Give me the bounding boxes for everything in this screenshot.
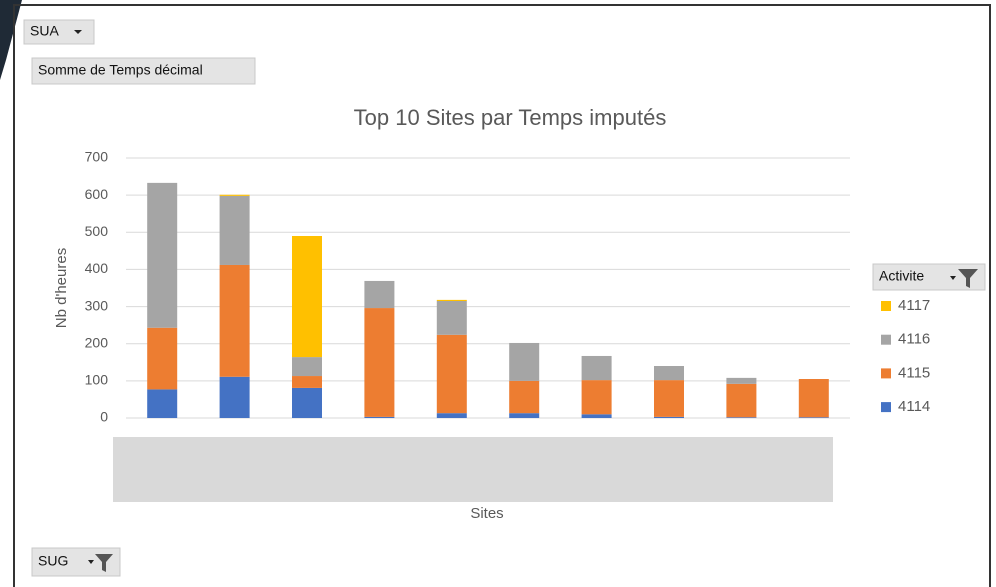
x-axis-label: Sites xyxy=(470,505,503,522)
panel xyxy=(13,4,991,587)
bar-segment xyxy=(147,182,178,328)
dropdown-arrow xyxy=(74,30,82,34)
y-tick-label: 300 xyxy=(85,297,109,313)
dropdown-arrow xyxy=(88,560,94,564)
filter-button[interactable]: SUG xyxy=(31,547,121,577)
bar-segment xyxy=(654,380,684,417)
dropdown-arrow xyxy=(950,276,956,280)
button-label: SUG xyxy=(38,553,68,569)
legend-title: Activite xyxy=(879,268,924,284)
legend-label: 4115 xyxy=(898,364,930,381)
button-label: SUA xyxy=(30,23,59,39)
bar-segment xyxy=(654,366,684,381)
bar-segment xyxy=(219,376,250,418)
y-tick-label: 600 xyxy=(85,186,109,202)
legend-swatch xyxy=(881,334,891,345)
bar-segment xyxy=(364,308,395,417)
legend-swatch xyxy=(881,368,891,379)
bar-segment xyxy=(147,327,178,390)
bar-segment xyxy=(726,383,757,418)
bar-segment xyxy=(219,195,250,265)
y-tick-label: 0 xyxy=(100,409,108,425)
bar-segment xyxy=(292,387,322,418)
bar-segment xyxy=(581,380,612,415)
bar-segment xyxy=(219,264,250,377)
y-axis-label: Nb d'heures xyxy=(53,248,70,328)
legend-label: 4117 xyxy=(898,297,930,314)
corner-wedge xyxy=(0,0,22,80)
bar-segment xyxy=(219,194,250,196)
value-field-button[interactable]: Somme de Temps décimal xyxy=(31,57,256,85)
legend-label: 4116 xyxy=(898,331,930,348)
button-label: Somme de Temps décimal xyxy=(38,62,203,78)
redaction xyxy=(113,437,833,502)
filter-icon xyxy=(958,269,978,288)
bar-segment xyxy=(581,414,612,418)
bar-segment xyxy=(292,236,322,358)
y-tick-label: 200 xyxy=(85,334,109,350)
legend-label: 4114 xyxy=(898,398,930,415)
y-tick-label: 100 xyxy=(85,372,109,388)
bar-segment xyxy=(436,413,467,418)
bar-segment xyxy=(798,417,829,418)
y-tick-label: 500 xyxy=(85,223,109,239)
bar-segment xyxy=(292,376,322,388)
chart-title: Top 10 Sites par Temps imputés xyxy=(354,105,667,130)
bar-segment xyxy=(147,389,178,418)
bar-segment xyxy=(726,417,757,418)
bar-segment xyxy=(436,299,467,301)
button-bg xyxy=(23,19,95,45)
y-tick-label: 700 xyxy=(85,149,109,165)
button-bg xyxy=(31,57,256,85)
bar-segment xyxy=(292,357,322,377)
bar-segment xyxy=(509,413,540,418)
bar-segment xyxy=(726,377,757,384)
bar-segment xyxy=(436,334,467,414)
plot: 0 100 200 300 400 500 600 700 xyxy=(85,149,850,425)
bar-segment xyxy=(364,280,395,309)
filter-button[interactable]: SUA xyxy=(23,19,95,45)
legend-header[interactable]: Activite xyxy=(872,263,986,291)
filter-icon xyxy=(95,554,113,572)
bar-segment xyxy=(581,355,612,381)
legend-swatch xyxy=(881,402,891,413)
bar-segment xyxy=(436,301,467,335)
bar-segment xyxy=(654,416,684,418)
bar-segment xyxy=(509,342,540,381)
bar-segment xyxy=(509,380,540,414)
y-tick-label: 400 xyxy=(85,260,109,276)
legend-swatch xyxy=(881,301,891,311)
bar-segment xyxy=(364,416,395,418)
bar-segment xyxy=(798,379,829,418)
